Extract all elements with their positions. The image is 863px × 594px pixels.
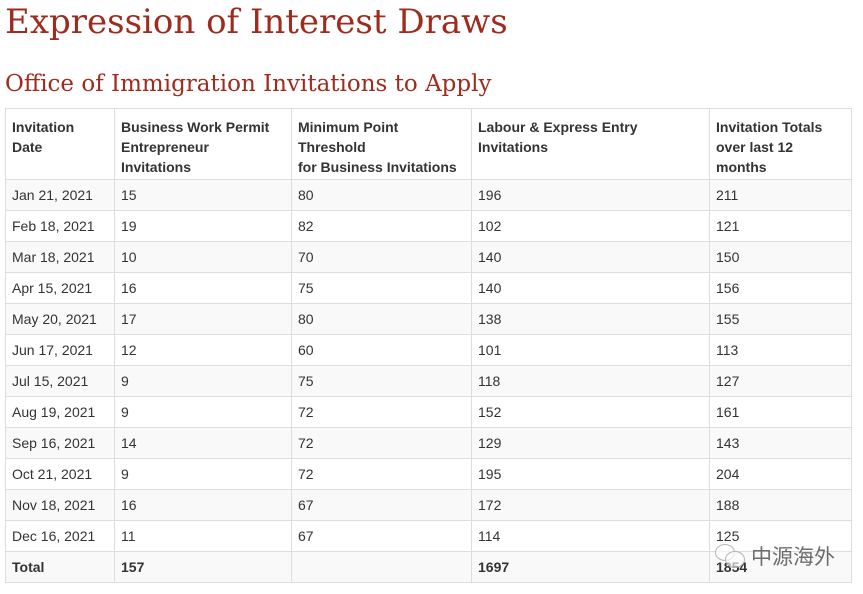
- cell-threshold: 75: [291, 365, 472, 397]
- table-row: Jul 15, 2021 9 75 118 127: [5, 365, 852, 397]
- watermark-text: 中源海外: [751, 546, 835, 569]
- cell-threshold: 72: [291, 458, 472, 490]
- cell-labour: 152: [471, 396, 710, 428]
- cell-business: 9: [114, 365, 292, 397]
- cell-labour: 1697: [471, 551, 710, 583]
- table-row: Jun 17, 2021 12 60 101 113: [5, 334, 852, 366]
- cell-date: Oct 21, 2021: [5, 458, 115, 490]
- cell-business: 12: [114, 334, 292, 366]
- cell-total: 161: [709, 396, 852, 428]
- cell-date: Dec 16, 2021: [5, 520, 115, 552]
- header-date: Invitation Date: [5, 108, 115, 180]
- cell-date: Jan 21, 2021: [5, 179, 115, 211]
- cell-date: Aug 19, 2021: [5, 396, 115, 428]
- cell-total: 150: [709, 241, 852, 273]
- cell-threshold: 72: [291, 427, 472, 459]
- cell-business: 9: [114, 396, 292, 428]
- cell-total: 143: [709, 427, 852, 459]
- cell-labour: 140: [471, 272, 710, 304]
- cell-labour: 140: [471, 241, 710, 273]
- cell-labour: 129: [471, 427, 710, 459]
- cell-date: Total: [5, 551, 115, 583]
- cell-date: Sep 16, 2021: [5, 427, 115, 459]
- cell-labour: 196: [471, 179, 710, 211]
- wechat-icon: [715, 544, 745, 568]
- cell-business: 14: [114, 427, 292, 459]
- header-labour: Labour & Express Entry Invitations: [471, 108, 710, 180]
- cell-labour: 138: [471, 303, 710, 335]
- table-row: Jan 21, 2021 15 80 196 211: [5, 179, 852, 211]
- cell-date: Nov 18, 2021: [5, 489, 115, 521]
- cell-date: May 20, 2021: [5, 303, 115, 335]
- cell-business: 17: [114, 303, 292, 335]
- table-row: Sep 16, 2021 14 72 129 143: [5, 427, 852, 459]
- page-title: Expression of Interest Draws: [5, 2, 508, 42]
- cell-threshold: [291, 551, 472, 583]
- table-row: Aug 19, 2021 9 72 152 161: [5, 396, 852, 428]
- cell-total: 155: [709, 303, 852, 335]
- cell-threshold: 80: [291, 179, 472, 211]
- cell-total: 188: [709, 489, 852, 521]
- header-threshold: Minimum Point Threshold for Business Invit…: [291, 108, 472, 180]
- cell-total: 156: [709, 272, 852, 304]
- cell-date: Mar 18, 2021: [5, 241, 115, 273]
- table-row: Apr 15, 2021 16 75 140 156: [5, 272, 852, 304]
- table-row: Mar 18, 2021 10 70 140 150: [5, 241, 852, 273]
- cell-business: 9: [114, 458, 292, 490]
- cell-date: Jul 15, 2021: [5, 365, 115, 397]
- invitations-table: Invitation Date Business Work Permit Entre…: [5, 108, 852, 583]
- cell-threshold: 80: [291, 303, 472, 335]
- cell-business: 19: [114, 210, 292, 242]
- cell-business: 16: [114, 272, 292, 304]
- section-title: Office of Immigration Invitations to App…: [5, 71, 492, 97]
- total-row: Total15716971854: [5, 551, 852, 583]
- cell-business: 10: [114, 241, 292, 273]
- cell-threshold: 67: [291, 489, 472, 521]
- cell-threshold: 70: [291, 241, 472, 273]
- cell-labour: 195: [471, 458, 710, 490]
- cell-date: Apr 15, 2021: [5, 272, 115, 304]
- cell-date: Jun 17, 2021: [5, 334, 115, 366]
- cell-labour: 102: [471, 210, 710, 242]
- cell-business: 16: [114, 489, 292, 521]
- cell-labour: 118: [471, 365, 710, 397]
- watermark: 中源海外: [715, 541, 835, 571]
- cell-total: 127: [709, 365, 852, 397]
- cell-business: 11: [114, 520, 292, 552]
- cell-business: 157: [114, 551, 292, 583]
- header-business: Business Work Permit Entrepreneur Invitati…: [114, 108, 292, 180]
- table-row: Nov 18, 2021 16 67 172 188: [5, 489, 852, 521]
- cell-date: Feb 18, 2021: [5, 210, 115, 242]
- table-row: May 20, 2021 17 80 138 155: [5, 303, 852, 335]
- cell-threshold: 60: [291, 334, 472, 366]
- header-totals: Invitation Totals over last 12 months: [709, 108, 852, 180]
- cell-total: 211: [709, 179, 852, 211]
- cell-labour: 101: [471, 334, 710, 366]
- cell-business: 15: [114, 179, 292, 211]
- cell-threshold: 72: [291, 396, 472, 428]
- cell-labour: 172: [471, 489, 710, 521]
- cell-threshold: 75: [291, 272, 472, 304]
- table-row: Oct 21, 2021 9 72 195 204: [5, 458, 852, 490]
- cell-total: 121: [709, 210, 852, 242]
- header-row: Invitation Date Business Work Permit Entre…: [5, 108, 852, 180]
- cell-threshold: 67: [291, 520, 472, 552]
- cell-labour: 114: [471, 520, 710, 552]
- table-row: Feb 18, 2021 19 82 102 121: [5, 210, 852, 242]
- cell-total: 204: [709, 458, 852, 490]
- cell-threshold: 82: [291, 210, 472, 242]
- cell-total: 113: [709, 334, 852, 366]
